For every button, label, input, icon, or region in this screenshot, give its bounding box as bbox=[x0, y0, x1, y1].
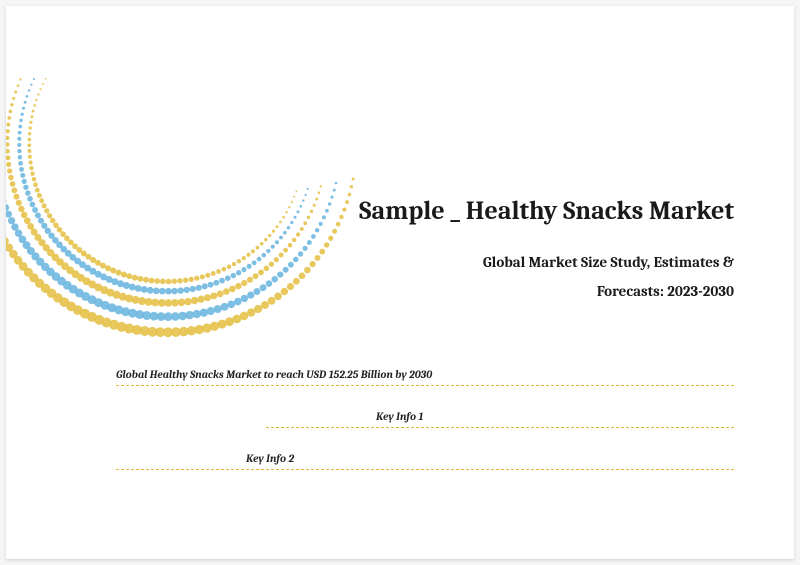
info-label-2: Key Info 1 bbox=[376, 410, 734, 423]
dash-line-2 bbox=[266, 427, 734, 428]
dash-line-3 bbox=[116, 469, 734, 470]
subtitle-line-2: Forecasts: 2023-2030 bbox=[597, 282, 734, 300]
info-row-2: Key Info 1 bbox=[116, 410, 734, 444]
info-row-1: Global Healthy Snacks Market to reach US… bbox=[116, 368, 734, 402]
subtitle-line-1: Global Market Size Study, Estimates & bbox=[483, 253, 734, 271]
document-subtitle: Global Market Size Study, Estimates & Fo… bbox=[254, 248, 734, 305]
info-label-1: Global Healthy Snacks Market to reach US… bbox=[116, 368, 734, 381]
document-title: Sample _ Healthy Snacks Market bbox=[254, 196, 734, 226]
info-lines: Global Healthy Snacks Market to reach US… bbox=[116, 368, 734, 494]
dotted-swirl-graphic bbox=[6, 6, 386, 366]
document-page: Sample _ Healthy Snacks Market Global Ma… bbox=[6, 6, 794, 559]
info-label-3: Key Info 2 bbox=[246, 452, 734, 465]
info-row-3: Key Info 2 bbox=[116, 452, 734, 486]
title-block: Sample _ Healthy Snacks Market Global Ma… bbox=[254, 196, 734, 305]
dash-line-1 bbox=[116, 385, 734, 386]
